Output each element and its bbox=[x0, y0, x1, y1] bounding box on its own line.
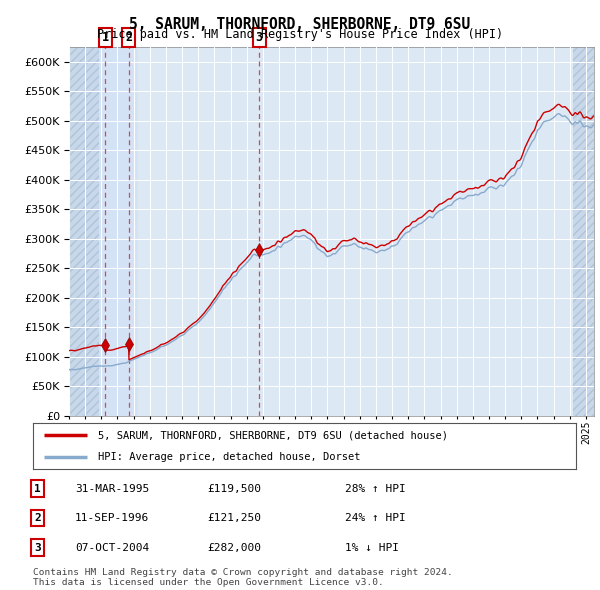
Text: HPI: Average price, detached house, Dorset: HPI: Average price, detached house, Dors… bbox=[98, 451, 361, 461]
Text: £119,500: £119,500 bbox=[207, 484, 261, 493]
Text: 1% ↓ HPI: 1% ↓ HPI bbox=[345, 543, 399, 552]
Text: Price paid vs. HM Land Registry's House Price Index (HPI): Price paid vs. HM Land Registry's House … bbox=[97, 28, 503, 41]
Text: 5, SARUM, THORNFORD, SHERBORNE, DT9 6SU: 5, SARUM, THORNFORD, SHERBORNE, DT9 6SU bbox=[130, 17, 470, 31]
Text: £282,000: £282,000 bbox=[207, 543, 261, 552]
Text: 2: 2 bbox=[125, 31, 133, 44]
Text: 3: 3 bbox=[256, 31, 263, 44]
Text: 07-OCT-2004: 07-OCT-2004 bbox=[75, 543, 149, 552]
Text: 5, SARUM, THORNFORD, SHERBORNE, DT9 6SU (detached house): 5, SARUM, THORNFORD, SHERBORNE, DT9 6SU … bbox=[98, 431, 448, 441]
Text: 2: 2 bbox=[34, 513, 41, 523]
Text: £121,250: £121,250 bbox=[207, 513, 261, 523]
Text: 1: 1 bbox=[102, 31, 109, 44]
Text: Contains HM Land Registry data © Crown copyright and database right 2024.
This d: Contains HM Land Registry data © Crown c… bbox=[33, 568, 453, 587]
Text: 28% ↑ HPI: 28% ↑ HPI bbox=[345, 484, 406, 493]
Text: 1: 1 bbox=[34, 484, 41, 493]
Text: 31-MAR-1995: 31-MAR-1995 bbox=[75, 484, 149, 493]
Text: 11-SEP-1996: 11-SEP-1996 bbox=[75, 513, 149, 523]
Text: 24% ↑ HPI: 24% ↑ HPI bbox=[345, 513, 406, 523]
Text: 3: 3 bbox=[34, 543, 41, 552]
